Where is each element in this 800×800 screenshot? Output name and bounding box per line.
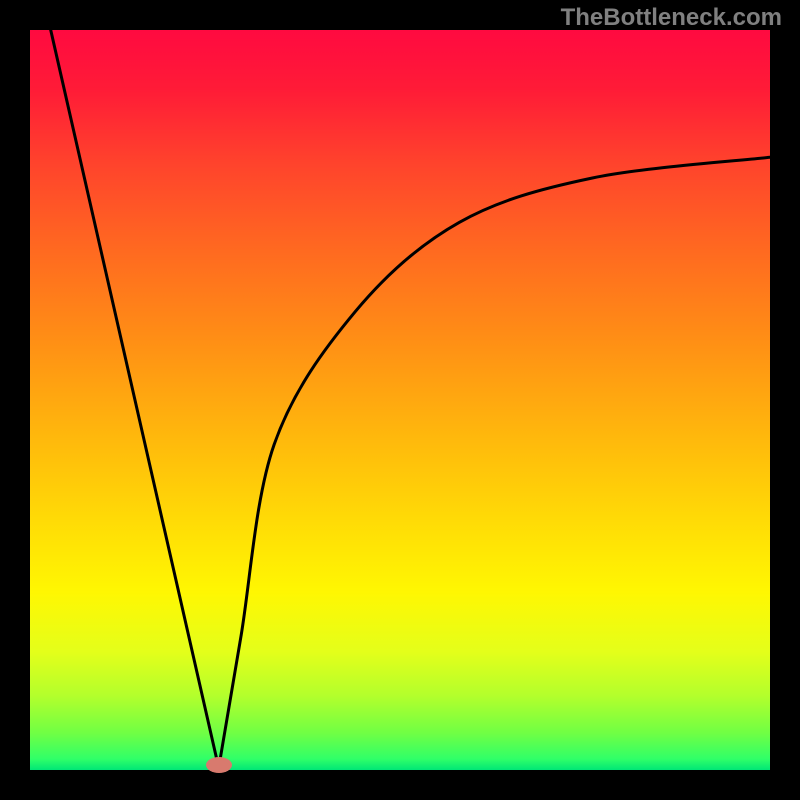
apex-marker	[206, 757, 232, 773]
chart-container: TheBottleneck.com	[0, 0, 800, 800]
curve-path	[51, 30, 770, 768]
watermark-text: TheBottleneck.com	[561, 4, 782, 32]
plot-area	[30, 30, 770, 770]
curve-svg	[30, 30, 770, 770]
